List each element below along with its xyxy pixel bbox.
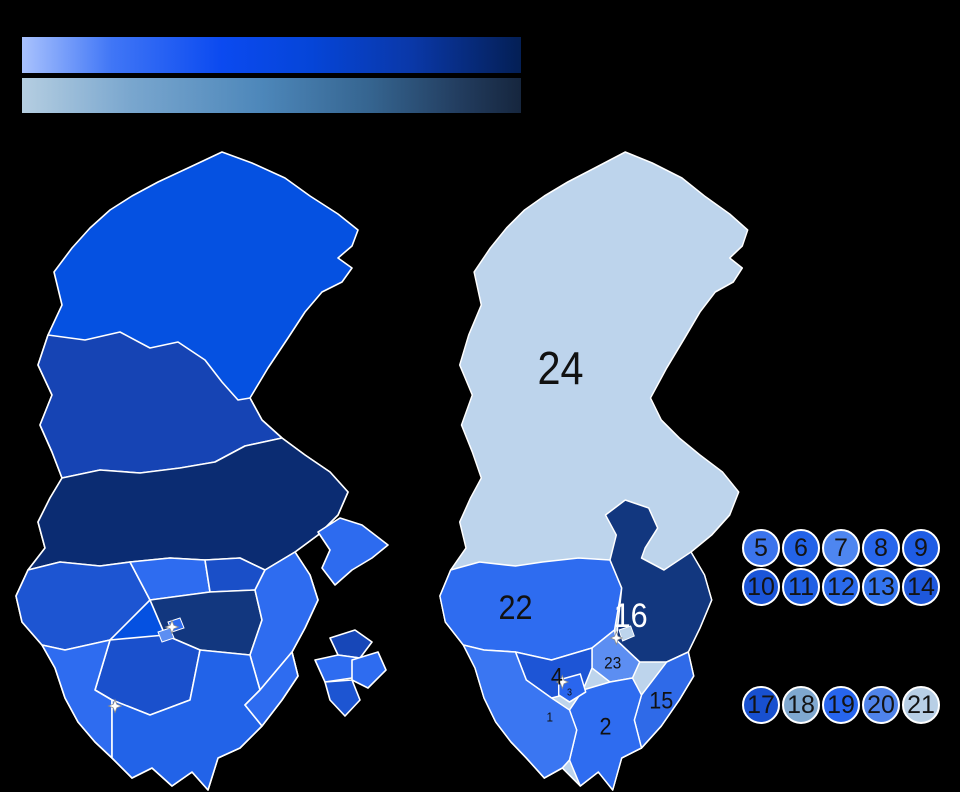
color-scale-bar-primary (22, 37, 521, 73)
region-island-c (351, 651, 387, 689)
color-scale-bar-secondary (22, 78, 521, 113)
circle-14: 14 (902, 568, 940, 606)
region-sc7 (41, 639, 113, 759)
circle-9: 9 (902, 529, 940, 567)
region-label-22: 22 (498, 589, 532, 627)
circle-18: 18 (782, 686, 820, 724)
region-coast-ne (249, 551, 319, 691)
region-label-3: 3 (567, 687, 572, 699)
region-island-upper (317, 517, 389, 586)
circle-7: 7 (822, 529, 860, 567)
region-island-a (329, 629, 373, 659)
region-label-24: 24 (537, 343, 583, 395)
circle-17: 17 (742, 686, 780, 724)
region-label-15: 15 (649, 686, 673, 713)
circle-10: 10 (742, 568, 780, 606)
left-map (15, 151, 389, 791)
region-label-23: 23 (604, 654, 621, 673)
city-marker (555, 674, 570, 690)
circle-21: 21 (902, 686, 940, 724)
circle-19: 19 (822, 686, 860, 724)
fragment-2 (157, 627, 175, 643)
region-coast-se (244, 651, 299, 727)
city-marker (164, 619, 180, 635)
region-label-2: 2 (599, 712, 611, 739)
right-map: 24 22 16 4 23 15 2 1 3 (439, 151, 749, 791)
circle-12: 12 (822, 568, 860, 606)
circle-row-3: 17 18 19 20 21 (742, 686, 940, 724)
region-m1 (462, 644, 578, 779)
region-label-16: 16 (614, 597, 648, 635)
circle-6: 6 (782, 529, 820, 567)
city-marker (609, 630, 624, 646)
circle-11: 11 (782, 568, 820, 606)
circle-row-2: 10 11 12 13 14 (742, 568, 940, 606)
region-label-1: 1 (546, 710, 553, 725)
circle-5: 5 (742, 529, 780, 567)
region-island-d (324, 679, 361, 717)
circle-20: 20 (862, 686, 900, 724)
circle-8: 8 (862, 529, 900, 567)
region-label-4: 4 (551, 662, 563, 689)
city-marker (107, 698, 123, 714)
circle-13: 13 (862, 568, 900, 606)
